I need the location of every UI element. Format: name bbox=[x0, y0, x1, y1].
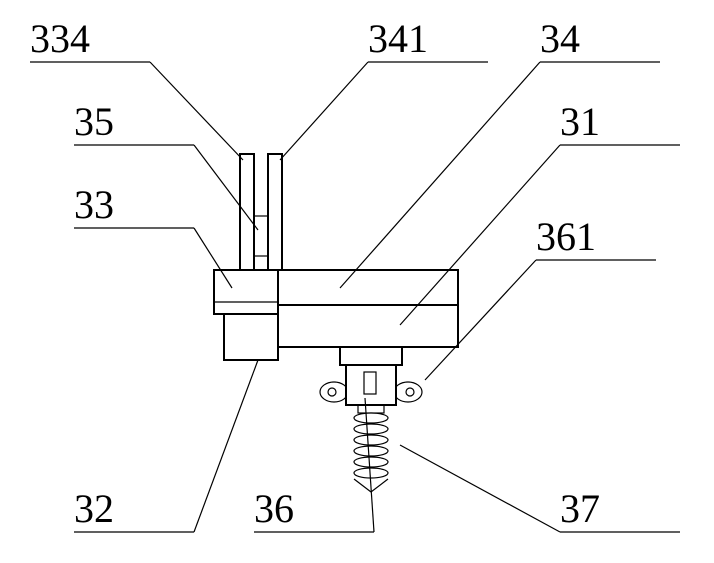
part-37-shaft bbox=[358, 405, 384, 413]
part-36-body-front bbox=[346, 365, 396, 405]
part-37-coil bbox=[354, 413, 388, 423]
callout-label: 37 bbox=[560, 486, 600, 531]
part-37-coil bbox=[354, 435, 388, 445]
callout-label: 35 bbox=[74, 99, 114, 144]
part-33 bbox=[214, 270, 278, 314]
part-341 bbox=[268, 154, 282, 270]
callout-label: 32 bbox=[74, 486, 114, 531]
part-35 bbox=[254, 216, 268, 256]
part-32 bbox=[224, 314, 278, 360]
leader-line bbox=[400, 445, 560, 532]
part-37-coil bbox=[354, 446, 388, 456]
part-334 bbox=[240, 154, 254, 270]
part-34 bbox=[278, 270, 458, 305]
part-31 bbox=[278, 305, 458, 347]
part-361-left bbox=[320, 382, 348, 402]
callout-label: 334 bbox=[30, 16, 90, 61]
leader-line bbox=[340, 62, 540, 288]
callout-label: 341 bbox=[368, 16, 428, 61]
callout-label: 33 bbox=[74, 182, 114, 227]
callout-label: 36 bbox=[254, 486, 294, 531]
part-37-coil bbox=[354, 468, 388, 478]
leader-line bbox=[194, 145, 258, 230]
leader-line bbox=[280, 62, 368, 160]
part-37-coil bbox=[354, 424, 388, 434]
part-36-cap bbox=[340, 347, 402, 365]
callout-label: 34 bbox=[540, 16, 580, 61]
leader-line bbox=[194, 360, 258, 532]
callout-label: 361 bbox=[536, 214, 596, 259]
diagram-canvas: 334 341 34 35 31 33 361 32 36 37 bbox=[0, 0, 714, 563]
callout-label: 31 bbox=[560, 99, 600, 144]
part-37-coil bbox=[354, 457, 388, 467]
part-361-right bbox=[394, 382, 422, 402]
